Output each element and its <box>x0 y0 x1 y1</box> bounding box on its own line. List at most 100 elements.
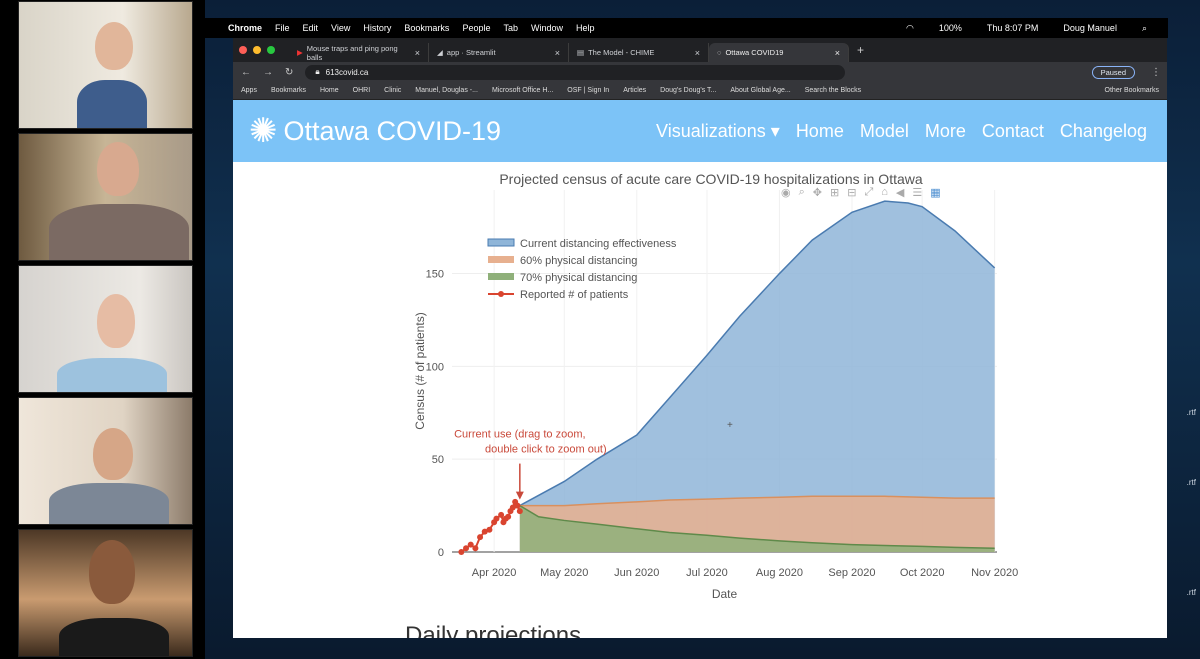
menu-item[interactable]: Window <box>530 23 563 33</box>
participant-video-tile[interactable] <box>18 397 193 525</box>
participant-video-tile[interactable] <box>18 133 193 261</box>
nav-visualizations[interactable]: Visualizations ▾ <box>656 120 780 141</box>
zoom-in-icon[interactable]: ⊞ <box>830 187 840 199</box>
menu-item[interactable]: Edit <box>302 23 319 33</box>
browser-tab[interactable]: ▤ The Model - CHIME × <box>569 43 709 62</box>
home-icon[interactable]: ⌂ <box>881 186 888 198</box>
bookmark-item[interactable]: Search the Blocks <box>804 87 862 94</box>
menu-item[interactable]: Help <box>576 23 595 33</box>
clock[interactable]: Thu 8:07 PM <box>986 22 1039 33</box>
url-text: 613covid.ca <box>325 67 369 77</box>
close-tab-icon[interactable]: × <box>414 47 420 58</box>
autoscale-icon[interactable]: ⤢ <box>864 186 874 198</box>
profile-status: Paused <box>1100 67 1126 77</box>
legend-swatch <box>488 256 514 263</box>
browser-tab-active[interactable]: ◌ Ottawa COVID19 × <box>709 43 849 62</box>
current-distancing-area-line <box>519 200 996 507</box>
close-tab-icon[interactable]: × <box>834 47 840 58</box>
pan-icon[interactable]: ✥ <box>812 187 822 199</box>
x-tick-label: Jun 2020 <box>614 567 659 579</box>
bookmark-item[interactable]: Microsoft Office H... <box>491 87 554 94</box>
menu-icon[interactable]: ⋮ <box>1151 66 1161 78</box>
nav-model[interactable]: Model <box>859 120 909 141</box>
compare-icon[interactable]: ☰ <box>912 187 923 199</box>
annotation-arrowhead <box>515 491 524 500</box>
camera-icon[interactable]: ◉ <box>781 187 791 199</box>
close-tab-icon[interactable]: × <box>694 47 700 58</box>
reported-point <box>493 515 500 522</box>
plotly-logo-icon[interactable]: ▦ <box>930 187 941 199</box>
bookmark-item[interactable]: Doug's Doug's T... <box>660 87 717 94</box>
bookmark-item[interactable]: Articles <box>623 87 647 94</box>
nav-more[interactable]: More <box>924 120 966 141</box>
search-icon[interactable]: ⌕ <box>1141 22 1147 33</box>
seventy-percent-area <box>519 505 995 552</box>
menu-item[interactable]: View <box>331 23 351 33</box>
menu-app-name[interactable]: Chrome <box>228 23 263 33</box>
menu-item[interactable]: Tab <box>503 23 518 33</box>
desktop-file-label[interactable]: .rtf <box>1186 478 1196 487</box>
y-tick-label: 100 <box>426 361 444 373</box>
annotation-line2: double click to zoom out) <box>485 444 607 456</box>
menu-item[interactable]: Bookmarks <box>404 23 450 33</box>
participant-video-tile[interactable] <box>18 529 193 657</box>
profile-button[interactable]: Paused <box>1091 65 1135 79</box>
menu-item[interactable]: People <box>462 23 491 33</box>
zoom-out-icon[interactable]: ⊟ <box>847 187 857 199</box>
person-body <box>49 204 189 260</box>
chart-title: Projected census of acute care COVID-19 … <box>499 171 923 187</box>
browser-tab[interactable]: ▶ Mouse traps and ping pong balls × <box>289 43 429 62</box>
bookmark-item[interactable]: Clinic <box>384 87 402 94</box>
desktop-file-label[interactable]: .rtf <box>1186 408 1196 417</box>
participant-video-tile[interactable] <box>18 1 193 129</box>
y-axis-label: Census (# of patients) <box>413 312 427 429</box>
forward-icon[interactable]: → <box>263 66 273 78</box>
new-tab-button[interactable]: + <box>857 43 865 57</box>
wifi-icon[interactable]: ◠ <box>905 22 914 33</box>
virus-logo-icon[interactable]: ✺ <box>249 112 278 150</box>
browser-tab[interactable]: ◢ app · Streamlit × <box>429 43 569 62</box>
nav-home[interactable]: Home <box>795 120 844 141</box>
menu-item[interactable]: File <box>275 23 290 33</box>
reload-icon[interactable]: ↻ <box>285 66 294 78</box>
bookmark-item[interactable]: Home <box>319 87 339 94</box>
reported-point <box>498 511 505 518</box>
page-content: 0 50 100 150 Apr 2020 May 2020 Jun 2020 Jul 202… <box>233 162 1167 638</box>
reported-point <box>458 549 465 555</box>
maximize-window-button[interactable] <box>267 46 275 54</box>
nav-changelog[interactable]: Changelog <box>1059 120 1147 141</box>
reported-point <box>477 534 484 541</box>
reported-point <box>514 502 521 509</box>
menu-item[interactable]: History <box>363 23 392 33</box>
bookmark-item[interactable]: Bookmarks <box>270 87 306 94</box>
participant-video-tile[interactable] <box>18 265 193 393</box>
battery-percent[interactable]: 100% <box>938 22 962 33</box>
spike-lines-icon[interactable]: ◀ <box>895 187 905 199</box>
nav-contact[interactable]: Contact <box>981 120 1044 141</box>
minimize-window-button[interactable] <box>253 46 261 54</box>
bookmark-item[interactable]: OSF | Sign In <box>567 87 610 94</box>
bookmark-item[interactable]: About Global Age... <box>730 87 791 94</box>
desktop-file-label[interactable]: .rtf <box>1186 588 1196 597</box>
url-input[interactable]: 🔒︎ 613covid.ca <box>305 64 846 80</box>
tab-title: Ottawa COVID19 <box>725 48 784 57</box>
site-brand[interactable]: Ottawa COVID-19 <box>283 115 502 146</box>
streamlit-icon: ◢ <box>437 48 443 57</box>
legend-swatch <box>487 238 515 247</box>
back-icon[interactable]: ← <box>241 66 251 78</box>
legend-label: 70% physical distancing <box>520 272 637 284</box>
youtube-icon: ▶ <box>297 48 303 57</box>
bookmark-item[interactable]: Manuel, Douglas -... <box>415 87 478 94</box>
close-window-button[interactable] <box>239 46 247 54</box>
tab-title: app · Streamlit <box>446 48 496 57</box>
legend-swatch <box>488 273 514 280</box>
projection-chart[interactable]: 0 50 100 150 Apr 2020 May 2020 Jun 2020 Jul 202… <box>233 162 1167 638</box>
other-bookmarks[interactable]: Other Bookmarks <box>1104 87 1159 94</box>
zoom-icon[interactable]: ⌕ <box>798 186 805 198</box>
bookmark-item[interactable]: OHRI <box>352 87 371 94</box>
close-tab-icon[interactable]: × <box>554 47 560 58</box>
bookmark-item[interactable]: Apps <box>241 87 257 94</box>
user-name[interactable]: Doug Manuel <box>1063 22 1117 33</box>
x-tick-label: Oct 2020 <box>900 567 945 579</box>
person-body <box>57 358 167 392</box>
